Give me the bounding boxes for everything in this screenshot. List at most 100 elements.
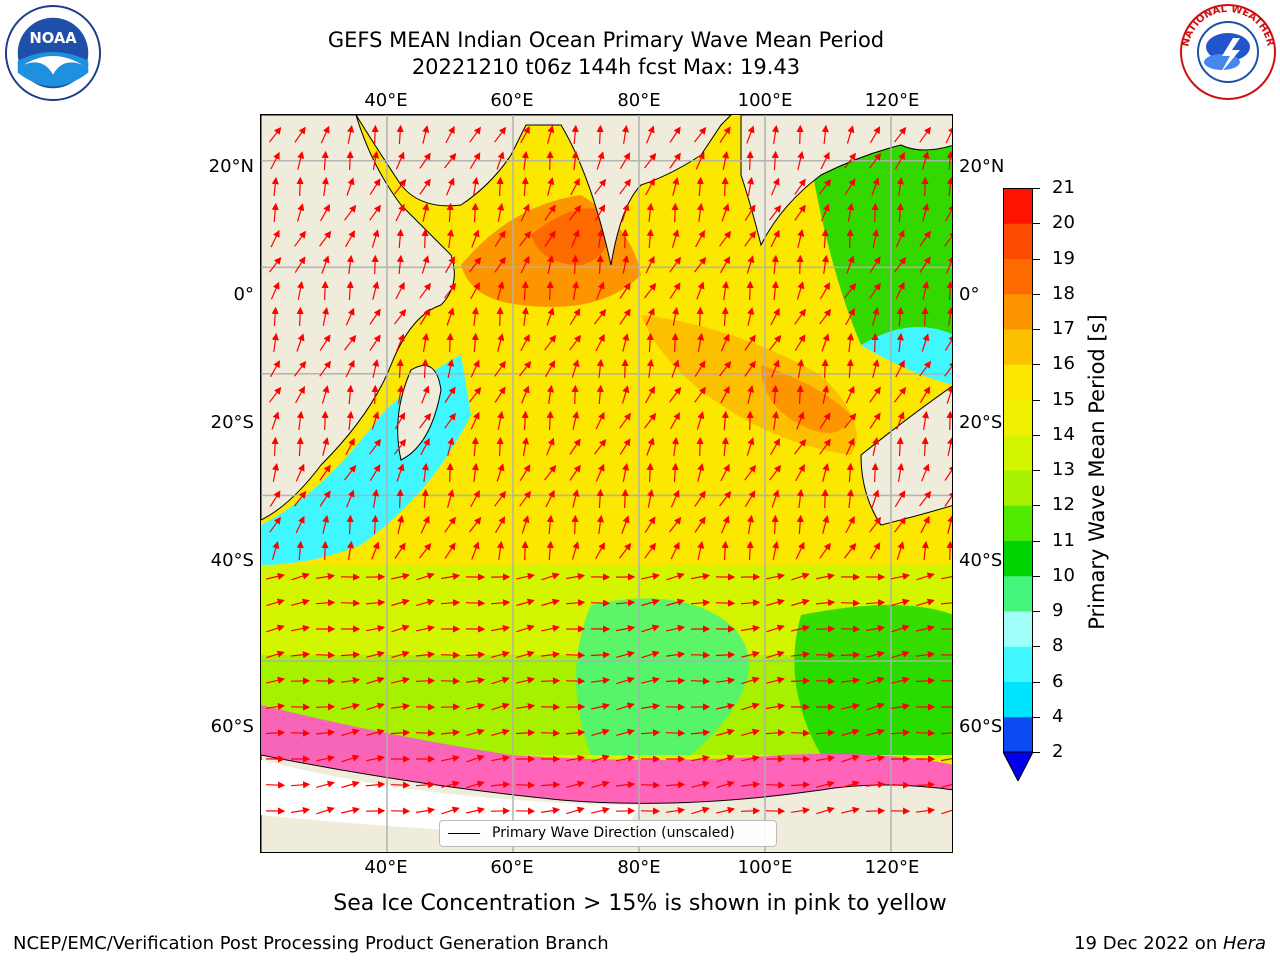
lat-tick-right: 60°S (959, 716, 1003, 737)
wave-arrow (872, 359, 880, 378)
wave-arrow (796, 514, 804, 535)
wave-arrow (896, 462, 905, 482)
wave-arrow (521, 280, 529, 301)
wave-arrow (469, 386, 482, 403)
wave-arrow (769, 204, 782, 221)
wave-arrow (571, 229, 580, 248)
wave-arrow (921, 436, 929, 457)
wave-arrow (371, 541, 380, 560)
wave-arrow (394, 438, 407, 455)
wave-arrow (369, 334, 381, 351)
wave-arrow (421, 228, 429, 249)
wave-arrow (444, 386, 456, 403)
colorbar-bin (1003, 329, 1033, 365)
wave-arrow (266, 624, 285, 633)
wave-arrow (896, 202, 904, 223)
wave-arrow (491, 676, 510, 685)
colorbar-bin (1003, 364, 1033, 400)
wave-arrow (841, 728, 860, 737)
wave-arrow (621, 385, 630, 404)
wave-arrow (719, 490, 732, 507)
wave-arrow (741, 624, 761, 633)
wave-arrow (790, 781, 811, 789)
wave-arrow (547, 125, 555, 144)
wave-direction-arrows (265, 124, 952, 815)
wave-arrow (916, 572, 935, 581)
wave-arrow (369, 178, 381, 195)
wave-arrow (372, 359, 380, 378)
wave-arrow (395, 281, 405, 300)
wave-arrow (471, 306, 479, 326)
wave-arrow (915, 677, 936, 685)
wave-arrow (615, 624, 636, 633)
wave-arrow (571, 384, 579, 405)
wave-arrow (794, 204, 806, 221)
wave-arrow (940, 732, 952, 735)
wave-arrow (446, 307, 455, 326)
wave-arrow (446, 202, 454, 223)
wave-arrow (819, 282, 831, 300)
chart-title: GEFS MEAN Indian Ocean Primary Wave Mean… (327, 28, 885, 52)
wave-arrow (321, 410, 329, 431)
wave-arrow (441, 806, 460, 815)
wave-arrow (595, 411, 605, 430)
wave-arrow (496, 463, 505, 482)
wave-arrow (697, 541, 705, 560)
wave-arrow (541, 624, 560, 632)
colorbar-tick-label: 2 (1052, 741, 1064, 762)
wave-arrow (672, 177, 680, 196)
wave-arrow (446, 462, 454, 483)
wave-arrow (869, 282, 881, 299)
wave-arrow (894, 126, 907, 143)
wave-arrow (820, 151, 830, 170)
wave-arrow (641, 598, 660, 607)
wave-arrow (771, 124, 779, 144)
wave-arrow (744, 334, 756, 351)
wave-arrow (396, 488, 404, 509)
wave-arrow (271, 176, 279, 196)
wave-arrow (666, 624, 685, 632)
wave-arrow (666, 807, 686, 815)
wave-arrow (769, 334, 782, 351)
wave-arrow (322, 515, 330, 534)
wave-arrow (371, 488, 380, 508)
wave-arrow (571, 124, 579, 145)
wave-arrow (691, 780, 710, 788)
wave-arrow (496, 151, 505, 170)
wave-arrow (371, 150, 380, 171)
wave-arrow (494, 126, 507, 143)
wave-arrow (665, 729, 686, 737)
wave-arrow (696, 411, 705, 430)
wave-arrow (741, 650, 760, 658)
colorbar-tick-label: 11 (1052, 529, 1075, 551)
colorbar-bin (1003, 434, 1033, 471)
wave-arrow (421, 385, 430, 404)
wave-arrow (291, 598, 310, 606)
wave-arrow (446, 332, 454, 353)
wave-arrow (519, 360, 532, 377)
map-legend: Primary Wave Direction (unscaled) (439, 820, 777, 847)
wave-arrow (821, 228, 829, 249)
wave-arrow (644, 282, 657, 299)
wave-arrow (466, 780, 485, 789)
wave-arrow (345, 359, 355, 378)
wave-arrow (921, 306, 929, 327)
footer-machine: Hera (1222, 933, 1266, 954)
wave-arrow (721, 280, 729, 300)
wave-arrow (491, 650, 510, 658)
wave-arrow (721, 306, 729, 327)
colorbar-tickmark (1033, 646, 1040, 648)
wave-arrow (946, 540, 952, 561)
wave-arrow (846, 358, 854, 379)
wave-arrow (940, 680, 952, 682)
wave-arrow (596, 384, 604, 405)
wave-arrow (744, 464, 757, 481)
wave-arrow (919, 126, 932, 143)
wave-arrow (619, 152, 631, 170)
wave-arrow (696, 281, 705, 300)
legend-label: Primary Wave Direction (unscaled) (492, 825, 735, 841)
wave-arrow (695, 151, 705, 170)
wave-arrow (271, 332, 279, 352)
wave-arrow (440, 599, 461, 607)
wave-arrow (795, 541, 805, 560)
